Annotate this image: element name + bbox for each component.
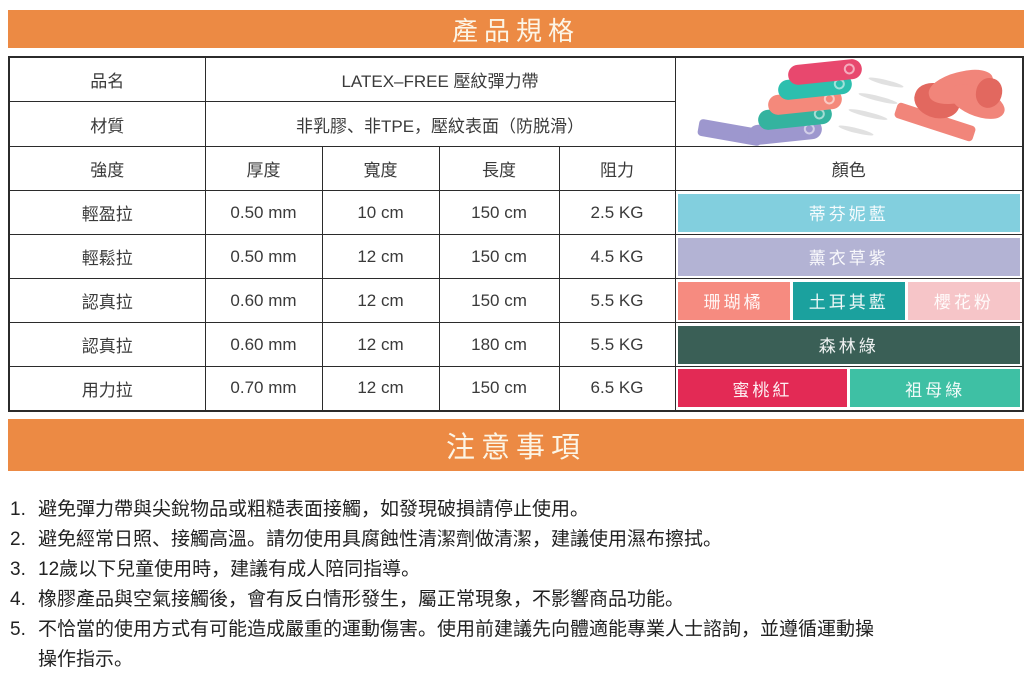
cell-colors: 蜜桃紅 祖母綠 bbox=[674, 366, 1024, 411]
column-header-resistance: 阻力 bbox=[558, 146, 676, 191]
notice-number: 2. bbox=[10, 528, 26, 550]
table-row-product-name: 品名 LATEX–FREE 壓紋彈力帶 bbox=[8, 56, 1024, 147]
notice-item: 1. 避免彈力帶與尖銳物品或粗糙表面接觸，如發現破損請停止使用。 bbox=[10, 495, 1022, 525]
notice-text: 避免彈力帶與尖銳物品或粗糙表面接觸，如發現破損請停止使用。 bbox=[38, 498, 590, 520]
band-swirl bbox=[842, 62, 855, 75]
cell-strength: 用力拉 bbox=[8, 366, 206, 411]
spec-table: 品名 LATEX–FREE 壓紋彈力帶 bbox=[8, 56, 1024, 412]
column-header-length: 長度 bbox=[438, 146, 560, 191]
cell-strength: 輕鬆拉 bbox=[8, 234, 206, 279]
column-header-color: 顏色 bbox=[674, 146, 1024, 191]
cell-length: 150 cm bbox=[438, 278, 560, 323]
cell-thickness: 0.70 mm bbox=[204, 366, 323, 411]
product-name-label: 品名 bbox=[8, 56, 206, 103]
color-swatch: 櫻花粉 bbox=[907, 281, 1021, 320]
table-row: 輕盈拉 0.50 mm 10 cm 150 cm 2.5 KG 蒂芬妮藍 bbox=[8, 190, 1024, 235]
notice-header-title: 注意事項 bbox=[445, 431, 586, 464]
table-header-row: 強度 厚度 寬度 長度 阻力 顏色 bbox=[8, 146, 1024, 191]
color-swatch: 祖母綠 bbox=[850, 369, 1020, 408]
cell-resistance: 5.5 KG bbox=[558, 322, 676, 367]
cell-resistance: 4.5 KG bbox=[558, 234, 676, 279]
color-swatch: 蜜桃紅 bbox=[677, 369, 848, 408]
product-photo-cell bbox=[674, 56, 1024, 147]
cell-width: 12 cm bbox=[321, 234, 440, 279]
color-swatch: 土耳其藍 bbox=[792, 281, 905, 320]
cell-thickness: 0.50 mm bbox=[204, 234, 323, 279]
notice-item: 3. 12歲以下兒童使用時，建議有成人陪同指導。 bbox=[10, 555, 1022, 585]
table-row: 認真拉 0.60 mm 12 cm 150 cm 5.5 KG 珊瑚橘 土耳其藍… bbox=[8, 278, 1024, 323]
spec-header-bar: 產品規格 bbox=[8, 10, 1024, 48]
cell-strength: 輕盈拉 bbox=[8, 190, 206, 235]
product-photo bbox=[676, 58, 1022, 146]
notice-item: 4. 橡膠產品與空氣接觸後，會有反白情形發生，屬正常現象，不影響商品功能。 bbox=[10, 585, 1022, 615]
color-swatch: 薰衣草紫 bbox=[677, 237, 1020, 276]
notice-text: 不恰當的使用方式有可能造成嚴重的運動傷害。使用前建議先向體適能專業人士諮詢，並遵… bbox=[38, 618, 875, 670]
table-row: 輕鬆拉 0.50 mm 12 cm 150 cm 4.5 KG 薰衣草紫 bbox=[8, 234, 1024, 279]
band-shadow bbox=[857, 91, 898, 106]
notice-number: 5. bbox=[10, 618, 26, 640]
band-shadow bbox=[867, 75, 904, 90]
spec-header-title: 產品規格 bbox=[451, 15, 580, 46]
cell-thickness: 0.50 mm bbox=[204, 190, 323, 235]
cell-length: 150 cm bbox=[438, 190, 560, 235]
notice-text: 12歲以下兒童使用時，建議有成人陪同指導。 bbox=[38, 558, 421, 580]
column-header-width: 寬度 bbox=[321, 146, 440, 191]
color-swatch: 珊瑚橘 bbox=[677, 281, 790, 320]
cell-width: 12 cm bbox=[321, 322, 440, 367]
cell-strength: 認真拉 bbox=[8, 278, 206, 323]
color-swatch: 蒂芬妮藍 bbox=[677, 193, 1020, 232]
table-row-material: 材質 非乳膠、非TPE，壓紋表面（防脱滑） bbox=[8, 101, 1023, 147]
column-header-thickness: 厚度 bbox=[204, 146, 323, 191]
notice-item: 2. 避免經常日照、接觸高溫。請勿使用具腐蝕性清潔劑做清潔，建議使用濕布擦拭。 bbox=[10, 525, 1022, 555]
cell-strength: 認真拉 bbox=[8, 322, 206, 367]
cell-resistance: 5.5 KG bbox=[558, 278, 676, 323]
cell-width: 12 cm bbox=[321, 278, 440, 323]
cell-resistance: 6.5 KG bbox=[558, 366, 676, 411]
color-swatch: 森林綠 bbox=[677, 325, 1020, 364]
notice-item: 5. 不恰當的使用方式有可能造成嚴重的運動傷害。使用前建議先向體適能專業人士諮詢… bbox=[10, 615, 1022, 675]
notice-number: 1. bbox=[10, 498, 26, 520]
table-row: 用力拉 0.70 mm 12 cm 150 cm 6.5 KG 蜜桃紅 祖母綠 bbox=[8, 366, 1024, 411]
notice-number: 3. bbox=[10, 558, 26, 580]
notice-text: 避免經常日照、接觸高溫。請勿使用具腐蝕性清潔劑做清潔，建議使用濕布擦拭。 bbox=[38, 528, 723, 550]
cell-colors: 珊瑚橘 土耳其藍 櫻花粉 bbox=[674, 278, 1024, 323]
band-shadow bbox=[837, 123, 874, 138]
cell-colors: 蒂芬妮藍 bbox=[674, 190, 1024, 235]
cell-thickness: 0.60 mm bbox=[204, 322, 323, 367]
cell-length: 150 cm bbox=[438, 234, 560, 279]
cell-length: 150 cm bbox=[438, 366, 560, 411]
table-row: 認真拉 0.60 mm 12 cm 180 cm 5.5 KG 森林綠 bbox=[8, 322, 1024, 367]
cell-width: 10 cm bbox=[321, 190, 440, 235]
notice-number: 4. bbox=[10, 588, 26, 610]
material-label: 材質 bbox=[8, 101, 206, 147]
column-header-strength: 強度 bbox=[8, 146, 206, 191]
cell-thickness: 0.60 mm bbox=[204, 278, 323, 323]
notice-list: 1. 避免彈力帶與尖銳物品或粗糙表面接觸，如發現破損請停止使用。 2. 避免經常… bbox=[10, 495, 1022, 675]
product-name-value: LATEX–FREE 壓紋彈力帶 bbox=[204, 56, 676, 103]
notice-header-bar: 注意事項 bbox=[8, 418, 1024, 471]
cell-resistance: 2.5 KG bbox=[558, 190, 676, 235]
cell-width: 12 cm bbox=[321, 366, 440, 411]
material-value: 非乳膠、非TPE，壓紋表面（防脱滑） bbox=[204, 101, 676, 147]
cell-colors: 森林綠 bbox=[674, 322, 1024, 367]
notice-text: 橡膠產品與空氣接觸後，會有反白情形發生，屬正常現象，不影響商品功能。 bbox=[38, 588, 685, 610]
band-shadow bbox=[847, 107, 888, 122]
cell-colors: 薰衣草紫 bbox=[674, 234, 1024, 279]
cell-length: 180 cm bbox=[438, 322, 560, 367]
